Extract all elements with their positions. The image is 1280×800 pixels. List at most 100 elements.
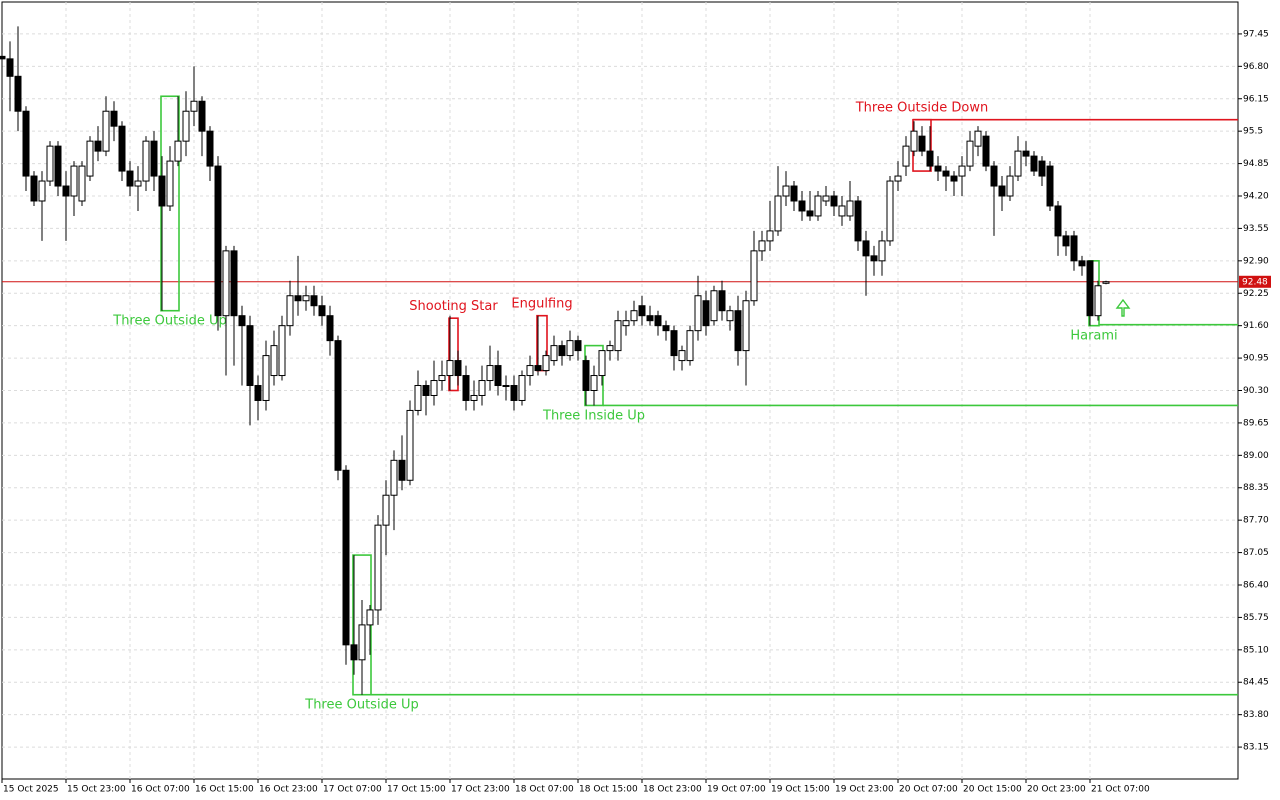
candle-body xyxy=(494,365,502,387)
candle-body xyxy=(1038,160,1046,177)
candle-body xyxy=(934,165,942,172)
candle-body xyxy=(462,375,470,401)
candle-body xyxy=(190,100,198,112)
candle-body xyxy=(358,624,366,661)
y-tick-label: 85.75 xyxy=(1243,613,1269,623)
candle-body xyxy=(950,175,958,182)
candle-body xyxy=(486,365,494,382)
candle-body xyxy=(774,195,782,232)
y-tick-label: 85.10 xyxy=(1243,645,1269,655)
y-tick-label: 92.25 xyxy=(1243,289,1269,299)
candle-body xyxy=(446,360,454,377)
candle-body xyxy=(166,160,174,207)
candle-body xyxy=(958,165,966,177)
candle-body xyxy=(454,360,462,377)
x-tick-label: 19 Oct 07:00 xyxy=(707,785,766,795)
x-tick-label: 16 Oct 15:00 xyxy=(195,785,254,795)
pattern-box xyxy=(536,314,548,372)
y-tick-label: 91.60 xyxy=(1243,321,1269,331)
candle-body xyxy=(1062,235,1070,247)
candle-body xyxy=(670,330,678,357)
candle-body xyxy=(238,315,246,327)
candle-body xyxy=(334,340,342,471)
candle-body xyxy=(518,375,526,401)
candle-body xyxy=(174,140,182,162)
candle-body xyxy=(510,385,518,401)
x-tick-label: 16 Oct 23:00 xyxy=(259,785,318,795)
candle-body xyxy=(614,320,622,352)
candle-body xyxy=(974,130,982,147)
pattern-label: Engulfing xyxy=(511,297,572,312)
candle-body xyxy=(478,380,486,396)
candle-body xyxy=(206,130,214,167)
candle-body xyxy=(918,135,926,152)
candle-body xyxy=(846,200,854,217)
x-tick-label: 20 Oct 07:00 xyxy=(899,785,958,795)
y-tick-label: 83.15 xyxy=(1243,743,1269,753)
candle-body xyxy=(182,110,190,142)
y-tick-label: 92.90 xyxy=(1243,256,1269,266)
candle-body xyxy=(966,140,974,167)
candle-body xyxy=(270,345,278,377)
candle-body xyxy=(214,165,222,317)
y-tick-label: 97.45 xyxy=(1243,29,1269,39)
candle-body xyxy=(870,255,878,262)
candle-body xyxy=(790,185,798,202)
candle-body xyxy=(766,230,774,242)
x-tick-label: 21 Oct 07:00 xyxy=(1091,785,1150,795)
x-tick-label: 18 Oct 23:00 xyxy=(643,785,702,795)
pattern-label: Three Outside Down xyxy=(855,101,989,116)
candle-body xyxy=(62,185,70,197)
candle-body xyxy=(342,469,350,646)
candle-body xyxy=(710,290,718,322)
candle-body xyxy=(822,195,830,202)
candle-body xyxy=(566,340,574,357)
candle-body xyxy=(0,55,6,60)
candle-body xyxy=(686,330,694,362)
candle-body xyxy=(678,350,686,362)
candle-body xyxy=(854,200,862,242)
candle-body xyxy=(286,295,294,327)
candle-body xyxy=(910,130,918,152)
candle-body xyxy=(750,250,758,302)
candle-body xyxy=(590,375,598,392)
x-tick-label: 19 Oct 23:00 xyxy=(835,785,894,795)
candle-body xyxy=(142,140,150,182)
candle-body xyxy=(534,365,542,372)
candle-body xyxy=(694,295,702,332)
candle-body xyxy=(526,365,534,377)
y-tick-label: 88.35 xyxy=(1243,483,1269,493)
candle-body xyxy=(22,110,30,177)
candle-body xyxy=(262,355,270,401)
candle-body xyxy=(6,58,14,77)
candle-body xyxy=(222,250,230,317)
candle-body xyxy=(198,100,206,132)
x-tick-label: 17 Oct 07:00 xyxy=(323,785,382,795)
candle-body xyxy=(30,175,38,202)
candle-body xyxy=(782,185,790,197)
candle-body xyxy=(110,110,118,127)
candle-body xyxy=(838,205,846,217)
y-tick-label: 86.40 xyxy=(1243,580,1269,590)
candle-body xyxy=(814,195,822,217)
candle-body xyxy=(70,165,78,197)
candle-body xyxy=(1046,165,1054,207)
y-tick-label: 89.65 xyxy=(1243,418,1269,428)
candle-body xyxy=(798,200,806,212)
x-tick-label: 18 Oct 07:00 xyxy=(515,785,574,795)
x-tick-label: 15 Oct 2025 xyxy=(3,785,59,795)
y-tick-label: 87.05 xyxy=(1243,548,1269,558)
candle-body xyxy=(582,360,590,392)
candle-body xyxy=(406,409,414,481)
x-tick-label: 18 Oct 15:00 xyxy=(579,785,638,795)
candle-body xyxy=(806,210,814,217)
candle-body xyxy=(606,345,614,352)
candle-body xyxy=(558,345,566,357)
candle-body xyxy=(622,320,630,327)
candle-body xyxy=(734,310,742,352)
candle-body xyxy=(126,170,134,187)
candle-body xyxy=(982,135,990,167)
candle-body xyxy=(1006,175,1014,197)
